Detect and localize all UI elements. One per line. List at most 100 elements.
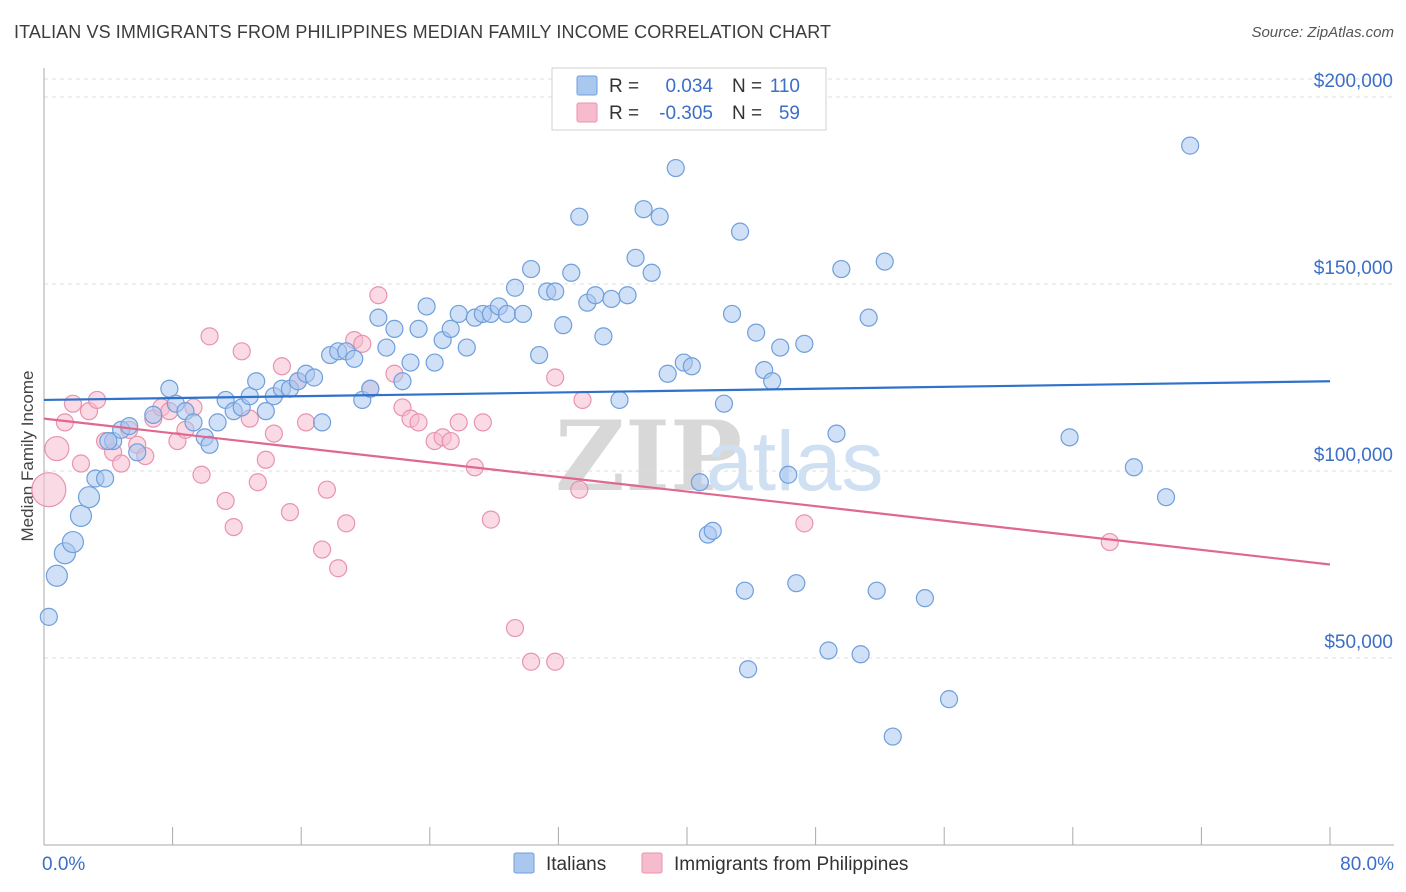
point-italians <box>120 417 139 436</box>
point-italians <box>1156 488 1176 507</box>
legend-box <box>551 67 827 131</box>
point-italians <box>457 338 476 357</box>
point-philippines <box>192 465 211 484</box>
legend-swatch-philippines <box>576 102 598 123</box>
point-italians <box>883 727 902 746</box>
point-philippines <box>280 503 300 522</box>
point-italians <box>763 372 782 391</box>
point-philippines <box>441 431 460 451</box>
point-italians <box>618 286 637 305</box>
point-italians <box>819 641 838 660</box>
point-italians <box>497 304 517 324</box>
series-legend: Italians Immigrants from Philippines <box>513 852 908 875</box>
y-tick-labels: $50,000 $100,000 $150,000 $200,000 <box>1314 71 1393 653</box>
legend-swatch-bottom-italians <box>513 852 535 874</box>
point-italians <box>345 349 364 368</box>
point-philippines <box>409 413 428 432</box>
point-italians <box>666 158 685 178</box>
point-italians <box>722 304 742 324</box>
point-italians <box>45 564 68 587</box>
point-philippines <box>224 517 243 537</box>
point-italians <box>939 690 959 709</box>
point-philippines <box>481 510 500 529</box>
point-philippines <box>473 413 492 432</box>
y-tick-label: $150,000 <box>1314 258 1393 279</box>
point-philippines <box>272 357 292 376</box>
legend-r-label-philippines: R = <box>609 103 639 124</box>
point-italians <box>859 308 878 327</box>
point-italians <box>128 443 147 462</box>
point-philippines <box>570 480 589 499</box>
point-italians <box>377 338 396 357</box>
point-philippines <box>63 394 83 413</box>
x-tick-label: 0.0% <box>42 854 85 875</box>
point-italians <box>361 379 380 398</box>
point-italians <box>247 372 266 391</box>
point-philippines <box>296 413 316 432</box>
point-philippines <box>369 286 388 305</box>
point-italians <box>832 259 851 279</box>
point-italians <box>747 323 766 342</box>
trend-line-philippines <box>43 417 1331 566</box>
point-italians <box>634 200 653 219</box>
point-philippines <box>256 450 275 469</box>
legend-swatch-italians <box>576 75 598 96</box>
legend-swatch-bottom-philippines <box>641 852 663 874</box>
point-italians <box>393 372 412 391</box>
point-philippines <box>546 652 565 671</box>
point-italians <box>144 405 163 424</box>
point-philippines <box>353 334 372 353</box>
point-italians <box>521 259 541 279</box>
trend-lines <box>43 380 1331 566</box>
legend-r-label-italians: R = <box>609 76 639 97</box>
point-philippines <box>546 368 565 387</box>
point-italians <box>312 413 332 432</box>
point-philippines <box>264 424 283 443</box>
point-philippines <box>112 454 131 473</box>
y-tick-label: $50,000 <box>1324 632 1393 653</box>
point-italians <box>256 402 275 421</box>
y-tick-label: $100,000 <box>1314 445 1393 466</box>
trend-line-italians <box>43 380 1331 402</box>
point-philippines <box>573 390 592 410</box>
point-italians <box>650 207 669 226</box>
point-philippines <box>312 540 332 559</box>
point-italians <box>851 645 870 664</box>
point-philippines <box>795 514 814 533</box>
x-tick-labels: 0.0% 80.0% <box>42 854 1394 875</box>
point-italians <box>586 286 605 305</box>
correlation-legend: R = 0.034 N = 110 R = -0.305 N = 59 <box>551 67 827 131</box>
point-italians <box>730 222 750 241</box>
point-italians <box>554 316 573 335</box>
point-italians <box>1181 136 1200 155</box>
point-italians <box>787 574 806 593</box>
point-italians <box>610 390 629 410</box>
legend-label-philippines: Immigrants from Philippines <box>674 854 908 875</box>
point-italians <box>570 207 589 226</box>
point-italians <box>449 304 468 324</box>
point-italians <box>867 581 886 600</box>
point-italians <box>602 289 621 309</box>
y-axis-label: Median Family Income <box>18 370 37 541</box>
point-italians <box>369 308 388 327</box>
legend-label-italians: Italians <box>546 854 606 875</box>
legend-n-label-italians: N = <box>732 76 762 97</box>
point-italians <box>714 394 734 413</box>
point-philippines <box>200 327 219 346</box>
legend-r-value-philippines: -0.305 <box>659 103 713 124</box>
legend-n-label-philippines: N = <box>732 103 762 124</box>
point-philippines <box>329 559 348 578</box>
y-tick-label: $200,000 <box>1314 71 1393 92</box>
point-italians <box>642 263 661 282</box>
point-italians <box>208 413 227 432</box>
point-italians <box>703 521 722 540</box>
point-italians <box>682 357 701 376</box>
point-italians <box>39 607 58 626</box>
point-philippines <box>71 454 91 473</box>
point-philippines <box>1100 532 1119 552</box>
point-italians <box>401 353 420 372</box>
point-philippines <box>216 491 235 511</box>
gridlines <box>44 78 1394 659</box>
point-italians <box>184 413 203 432</box>
